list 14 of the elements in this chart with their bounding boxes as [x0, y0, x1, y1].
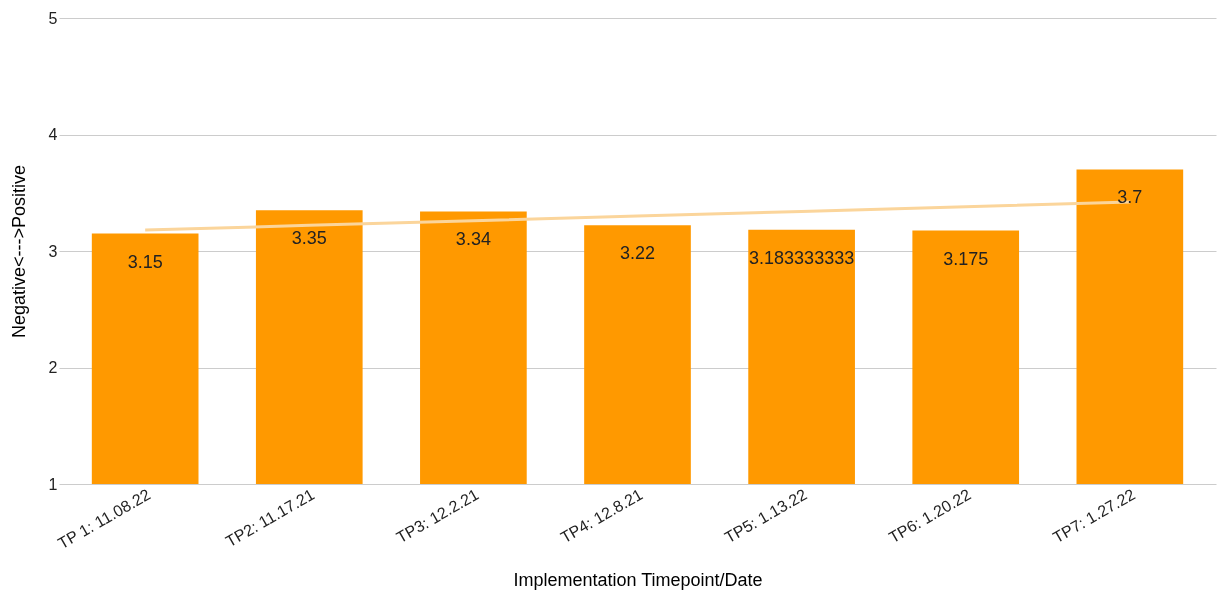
data-label: 3.7 — [1117, 187, 1143, 208]
y-tick-label: 1 — [48, 475, 58, 493]
x-axis-title: Implementation Timepoint/Date — [513, 570, 763, 591]
y-tick-label: 3 — [48, 242, 58, 260]
data-label: 3.175 — [943, 248, 989, 269]
y-tick-label: 4 — [48, 126, 58, 143]
data-label: 3.22 — [619, 243, 656, 264]
y-tick-label: 2 — [48, 359, 58, 376]
y-axis-title: Negative<--->Positive — [8, 164, 29, 339]
data-label: 3.15 — [127, 251, 163, 272]
data-label: 3.183333333 — [749, 247, 855, 268]
data-label: 3.34 — [455, 229, 491, 250]
data-label: 3.35 — [291, 228, 327, 249]
y-tick-label: 5 — [48, 9, 58, 27]
